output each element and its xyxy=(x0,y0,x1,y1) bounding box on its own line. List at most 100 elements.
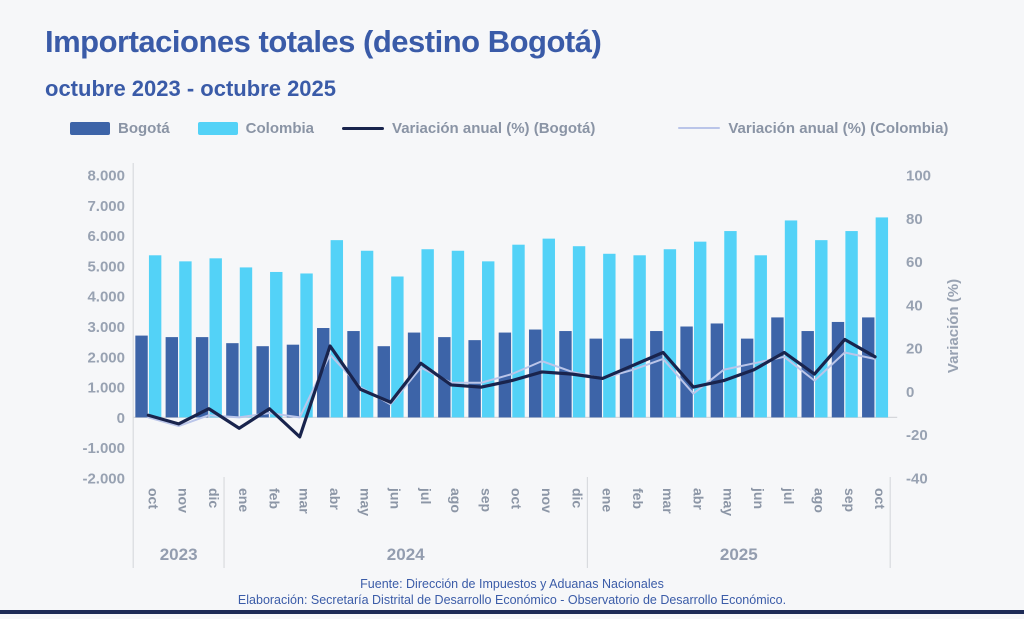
right-axis-tick-label: 20 xyxy=(906,341,923,358)
bar-colombia xyxy=(300,273,313,418)
elaboration-note: Elaboración: Secretaría Distrital de Des… xyxy=(237,593,787,607)
bar-bogota xyxy=(347,331,360,418)
bar-bogota xyxy=(438,337,451,418)
legend-line-icon xyxy=(342,126,385,130)
bar-colombia xyxy=(209,258,222,418)
month-label: feb xyxy=(266,488,282,509)
bar-colombia xyxy=(603,253,616,418)
bar-colombia xyxy=(572,246,586,418)
month-label: oct xyxy=(872,488,888,509)
bar-colombia xyxy=(633,255,646,418)
month-label: abr xyxy=(327,488,343,510)
chart-legend: Bogotá Colombia Variación anual (%) (Bogot… xyxy=(70,118,948,138)
bar-bogota xyxy=(498,332,512,418)
bar-colombia xyxy=(815,240,828,418)
month-label: jun xyxy=(751,487,767,509)
month-label: mar xyxy=(660,488,676,514)
month-label: ago xyxy=(448,488,464,513)
month-label: dic xyxy=(569,488,585,508)
month-label: nov xyxy=(539,488,555,513)
year-label: 2023 xyxy=(160,545,198,564)
page-subtitle: octubre 2023 - octubre 2025 xyxy=(45,76,337,101)
legend-swatch-icon xyxy=(70,121,110,135)
bar-colombia xyxy=(663,249,677,418)
bar-bogota xyxy=(256,346,269,418)
left-axis-tick-label: 6.000 xyxy=(87,228,125,245)
bar-colombia xyxy=(512,244,525,418)
month-label: jul xyxy=(418,487,434,504)
left-axis-tick-label: 8.000 xyxy=(87,168,125,185)
left-axis-tick-label: -1.000 xyxy=(82,440,125,457)
bottom-accent-bar xyxy=(0,610,1024,614)
bar-bogota xyxy=(165,337,179,418)
right-axis-title: Variación (%) xyxy=(945,279,962,373)
month-label: ene xyxy=(600,488,616,512)
month-label: sep xyxy=(842,488,858,512)
month-label: ago xyxy=(812,488,828,513)
legend-label: Bogotá xyxy=(118,119,170,137)
month-label: nov xyxy=(176,488,192,513)
bar-bogota xyxy=(377,346,390,418)
bar-bogota xyxy=(650,331,663,418)
bar-colombia xyxy=(724,231,737,418)
bar-colombia xyxy=(875,217,889,418)
legend-item-2: Colombia xyxy=(197,119,315,137)
left-axis-tick-label: 2.000 xyxy=(87,349,125,366)
left-axis-tick-label: -2.000 xyxy=(82,471,125,488)
bar-bogota xyxy=(135,335,148,418)
legend-item-4: Variación anual (%) (Colombia) xyxy=(678,120,948,137)
legend-item-1: Bogotá xyxy=(70,120,170,137)
bar-colombia xyxy=(754,255,767,418)
bar-colombia xyxy=(845,231,858,418)
month-label: sep xyxy=(478,488,494,512)
legend-line-icon xyxy=(678,127,721,129)
month-label: may xyxy=(357,488,373,516)
right-axis-tick-label: -40 xyxy=(906,471,928,488)
month-label: mar xyxy=(297,488,313,514)
left-axis-tick-label: 0 xyxy=(117,410,125,427)
right-axis-tick-label: 60 xyxy=(906,254,923,271)
bar-colombia xyxy=(421,249,434,418)
bar-colombia xyxy=(148,255,162,418)
right-axis-tick-label: 40 xyxy=(906,297,923,314)
bar-colombia xyxy=(330,240,344,418)
legend-item-3: Variación anual (%) (Bogotá) xyxy=(342,120,595,137)
year-label: 2025 xyxy=(720,545,758,564)
month-label: jul xyxy=(781,487,797,504)
source-note: Fuente: Dirección de Impuestos y Aduanas… xyxy=(360,577,664,591)
month-label: feb xyxy=(630,488,646,509)
left-axis-tick-label: 4.000 xyxy=(87,289,125,306)
bar-bogota xyxy=(195,337,209,418)
page-title: Importaciones totales (destino Bogotá) xyxy=(45,24,602,59)
bar-colombia xyxy=(784,220,798,418)
variation-line-colombia xyxy=(147,351,877,428)
bar-colombia xyxy=(270,271,283,418)
bar-bogota xyxy=(226,343,239,418)
left-axis-tick-label: 5.000 xyxy=(87,258,125,275)
bar-colombia xyxy=(542,238,555,418)
bar-colombia xyxy=(693,241,707,418)
bar-colombia xyxy=(451,250,465,418)
bar-bogota xyxy=(710,323,724,418)
right-axis-tick-label: 100 xyxy=(906,168,931,185)
month-label: oct xyxy=(509,488,525,509)
bar-bogota xyxy=(831,321,845,418)
month-label: may xyxy=(721,488,737,516)
right-axis-tick-label: 0 xyxy=(906,384,914,401)
right-axis-tick-label: 80 xyxy=(906,211,923,228)
bar-bogota xyxy=(286,344,300,418)
right-axis-tick-label: -20 xyxy=(906,427,928,444)
bar-colombia xyxy=(360,250,374,418)
month-label: jun xyxy=(388,487,404,509)
bar-bogota xyxy=(740,338,754,418)
legend-label: Colombia xyxy=(245,119,315,137)
bar-bogota xyxy=(468,340,481,418)
year-label: 2024 xyxy=(387,545,425,564)
bar-colombia xyxy=(482,261,495,418)
bar-bogota xyxy=(317,328,330,418)
footer-notes: Fuente: Dirección de Impuestos y Aduanas… xyxy=(0,576,1024,608)
variation-line-bogota xyxy=(146,337,877,439)
